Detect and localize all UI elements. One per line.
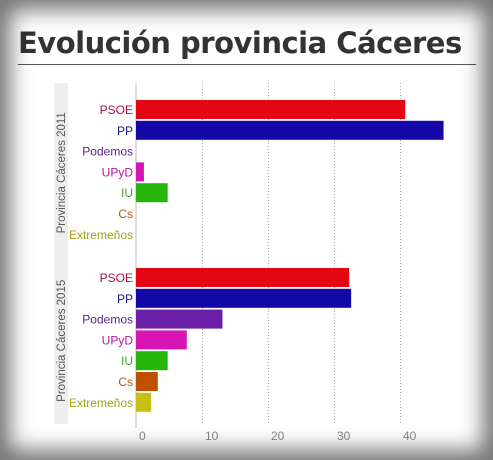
bar[interactable]: [136, 309, 223, 329]
bar[interactable]: [136, 162, 144, 182]
bar[interactable]: [136, 392, 152, 412]
category-label: Cs: [118, 375, 133, 389]
category-label: PSOE: [100, 271, 133, 285]
category-label: Extremeños: [69, 396, 133, 410]
bar[interactable]: [136, 100, 406, 119]
group-label: Provincia Cáceres 2011: [56, 112, 68, 233]
category-label: Podemos: [82, 145, 133, 159]
gridlines: [135, 83, 401, 428]
category-label: UPyD: [102, 333, 134, 347]
bar[interactable]: [136, 120, 444, 140]
category-label: Extremeños: [69, 228, 133, 242]
x-tick-label: 20: [271, 429, 285, 443]
category-label: PSOE: [100, 103, 133, 117]
x-tick-label: 30: [337, 429, 351, 443]
category-label: UPyD: [102, 165, 134, 179]
category-label: IU: [121, 354, 133, 368]
bar[interactable]: [136, 351, 168, 371]
category-label: Cs: [118, 207, 133, 221]
title-divider: [18, 64, 476, 65]
group-labels: Provincia Cáceres 2011 Provincia Cáceres …: [54, 83, 68, 424]
x-tick-label: 10: [205, 429, 219, 443]
x-tick-label: 0: [139, 429, 146, 443]
category-label: Podemos: [82, 313, 133, 327]
group-label: Provincia Cáceres 2015: [56, 280, 68, 402]
bar[interactable]: [136, 288, 352, 308]
category-label: PP: [117, 292, 133, 306]
category-label: IU: [121, 186, 133, 200]
bar[interactable]: [136, 183, 168, 203]
x-tick-label: 40: [403, 429, 417, 443]
category-labels: PSOE PP Podemos UPyD IU Cs Extremeños PSOE PP Pod…: [69, 103, 133, 410]
x-axis-ticks: 0 10 20 30 40: [139, 429, 417, 443]
bar[interactable]: [136, 330, 187, 350]
page-title: Evolución provincia Cáceres: [18, 26, 462, 60]
bars: [136, 100, 444, 412]
group-label-band: [54, 83, 68, 424]
category-label: PP: [117, 124, 133, 138]
bar[interactable]: [136, 372, 158, 391]
bar[interactable]: [136, 268, 350, 287]
